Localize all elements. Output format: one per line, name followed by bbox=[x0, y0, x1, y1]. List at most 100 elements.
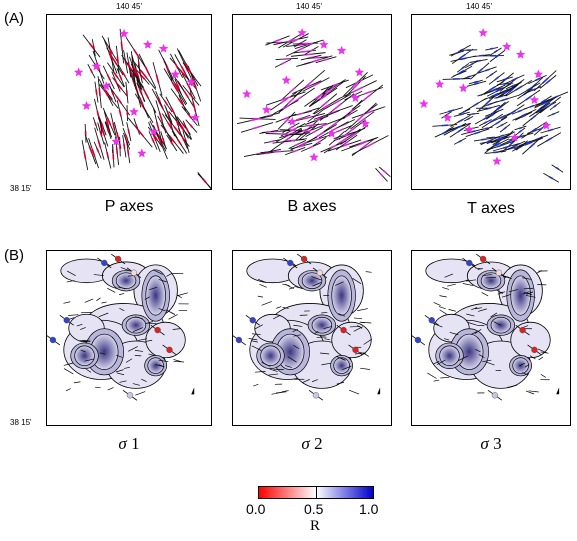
axis-bar-center bbox=[135, 124, 139, 129]
stress-tick bbox=[503, 276, 512, 279]
stress-tick bbox=[107, 387, 114, 391]
axis-bar-center bbox=[252, 125, 262, 130]
axis-bar-center bbox=[321, 100, 329, 107]
stress-tick bbox=[493, 321, 501, 326]
axis-bar-center bbox=[498, 95, 503, 98]
stress-tick bbox=[132, 383, 140, 386]
axis-bar-center bbox=[515, 85, 523, 91]
stress-tick bbox=[65, 388, 71, 392]
axis-bar-center bbox=[127, 149, 130, 156]
axis-bar-center bbox=[485, 68, 490, 72]
axis-bar-center bbox=[547, 128, 554, 132]
axis-bar-center bbox=[95, 89, 98, 95]
station-star-icon bbox=[541, 120, 552, 130]
axis-bar-center bbox=[461, 66, 466, 70]
colorbar-tick-high: 1.0 bbox=[359, 501, 379, 517]
stress-tick bbox=[524, 364, 530, 368]
axis-bar-center bbox=[509, 139, 516, 146]
axis-bar-center bbox=[496, 143, 505, 148]
stress-tick bbox=[66, 280, 75, 283]
station-star-icon bbox=[119, 28, 129, 38]
axis-bar-center bbox=[287, 97, 294, 105]
axis-bar-center bbox=[313, 137, 322, 141]
stress-tick bbox=[285, 365, 292, 368]
stress-tick bbox=[293, 334, 301, 337]
sigma3-title: σ 3 bbox=[480, 434, 502, 453]
stress-tick bbox=[273, 314, 281, 320]
stress-tick bbox=[323, 326, 332, 330]
station-dot bbox=[126, 392, 134, 399]
station-dot bbox=[49, 336, 57, 344]
axis-bar-center bbox=[360, 144, 368, 150]
stress-tick bbox=[321, 312, 328, 314]
axis-bar-center bbox=[282, 104, 290, 110]
station-star-icon bbox=[336, 45, 347, 55]
station-star-icon bbox=[360, 118, 371, 128]
axis-bar-center bbox=[495, 87, 503, 93]
stress-tick bbox=[257, 279, 267, 283]
axis-bar-center bbox=[296, 46, 305, 52]
stress-tick bbox=[119, 308, 125, 312]
axis-bar-center bbox=[158, 100, 164, 110]
section-b-label: (B) bbox=[4, 247, 24, 264]
station-dot bbox=[101, 259, 108, 267]
axis-bar-center bbox=[502, 145, 510, 149]
station-dot bbox=[352, 346, 359, 354]
axis-bar-center bbox=[106, 151, 110, 159]
axis-bar-center bbox=[332, 103, 342, 112]
axis-bar-center bbox=[174, 83, 181, 93]
station-star-icon bbox=[319, 39, 329, 49]
stress-tick bbox=[84, 358, 95, 362]
contour-core bbox=[510, 275, 531, 316]
t-axes-title: T axes bbox=[467, 200, 515, 217]
station-star-icon bbox=[458, 83, 469, 93]
station-star-icon bbox=[419, 99, 429, 108]
axis-bar-center bbox=[337, 128, 344, 133]
stress-tick bbox=[475, 349, 481, 353]
axis-bar-center bbox=[116, 56, 119, 64]
axis-bar-center bbox=[457, 127, 464, 133]
stress-tick bbox=[447, 283, 456, 287]
axis-bar-center bbox=[110, 90, 115, 96]
sigma3-contour-plot bbox=[412, 253, 560, 401]
axis-bar-center bbox=[136, 128, 144, 137]
axis-bar-center bbox=[155, 121, 160, 131]
stress-tick bbox=[115, 369, 124, 373]
stress-tick bbox=[478, 308, 487, 312]
stress-tick bbox=[448, 309, 456, 312]
axis-bar-center bbox=[301, 128, 308, 133]
stress-tick bbox=[147, 322, 158, 325]
stress-tick bbox=[84, 298, 94, 303]
top-tick-3: 140 45' bbox=[466, 2, 492, 11]
stress-tick bbox=[119, 380, 127, 383]
contour-core bbox=[145, 275, 166, 316]
axis-bar-center bbox=[488, 86, 496, 92]
stress-tick bbox=[144, 296, 150, 300]
axis-bar-center bbox=[155, 74, 160, 84]
north-arrow-icon bbox=[377, 387, 381, 395]
stress-tick bbox=[276, 306, 282, 309]
axis-bar-center bbox=[489, 47, 494, 50]
stress-tick bbox=[519, 362, 525, 367]
stress-tick bbox=[353, 326, 363, 332]
stress-tick bbox=[462, 283, 474, 286]
axis-bar-center bbox=[329, 121, 339, 129]
stress-tick bbox=[501, 294, 512, 298]
station-star-icon bbox=[297, 27, 307, 37]
p-axes-plot bbox=[73, 28, 211, 189]
stress-tick bbox=[529, 355, 536, 360]
station-star-icon bbox=[492, 156, 502, 166]
station-dot bbox=[300, 255, 308, 263]
axis-bar-center bbox=[518, 130, 522, 134]
station-dot bbox=[428, 317, 435, 324]
axis-bar-center bbox=[274, 38, 281, 43]
axis-bar-center bbox=[322, 103, 330, 109]
stress-tick bbox=[324, 338, 330, 341]
axis-bar-center bbox=[498, 138, 504, 142]
stress-tick bbox=[301, 379, 310, 384]
axis-bar-center bbox=[447, 127, 451, 131]
stress-tick bbox=[525, 295, 536, 298]
axis-bar-center bbox=[555, 166, 560, 171]
stress-tick bbox=[466, 279, 477, 282]
axis-bar-center bbox=[489, 73, 494, 77]
